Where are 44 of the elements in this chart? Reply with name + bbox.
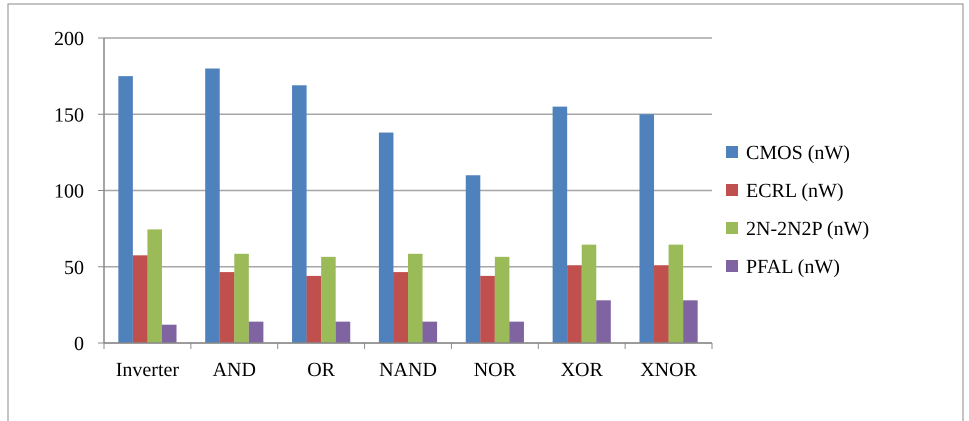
y-tick-label: 200 bbox=[54, 28, 84, 50]
bar bbox=[509, 322, 524, 343]
bar bbox=[480, 276, 495, 343]
bar bbox=[668, 244, 684, 343]
x-tick-label: Inverter bbox=[116, 359, 180, 381]
y-tick-label: 50 bbox=[64, 256, 84, 279]
bar bbox=[292, 85, 307, 343]
bar bbox=[162, 324, 177, 343]
y-tick-label: 150 bbox=[54, 104, 84, 126]
legend-label: PFAL (nW) bbox=[746, 256, 840, 278]
bar bbox=[378, 132, 394, 343]
bar bbox=[336, 322, 350, 343]
bar bbox=[321, 256, 336, 343]
x-tick-label: NAND bbox=[379, 359, 437, 381]
bar bbox=[118, 76, 133, 343]
legend-label: CMOS (nW) bbox=[746, 142, 850, 164]
x-tick-label: XNOR bbox=[640, 359, 698, 381]
bar bbox=[306, 276, 322, 343]
bar bbox=[582, 244, 596, 343]
bar bbox=[654, 265, 669, 343]
bar bbox=[494, 256, 510, 343]
bar bbox=[422, 322, 438, 343]
bar bbox=[567, 265, 582, 343]
x-tick-label: XOR bbox=[560, 359, 604, 381]
bar bbox=[683, 300, 698, 343]
x-tick-label: AND bbox=[212, 359, 256, 381]
bar bbox=[408, 254, 423, 343]
bar bbox=[220, 272, 234, 343]
bar bbox=[552, 106, 568, 343]
legend-label: ECRL (nW) bbox=[746, 180, 844, 202]
bar bbox=[132, 255, 148, 343]
x-tick-label: NOR bbox=[474, 359, 517, 381]
bar bbox=[205, 68, 220, 343]
bar bbox=[466, 175, 480, 343]
bar bbox=[248, 322, 264, 343]
x-tick-label: OR bbox=[307, 359, 336, 381]
bar bbox=[147, 229, 162, 343]
y-tick-label: 0 bbox=[74, 333, 84, 355]
bar bbox=[393, 272, 408, 343]
bar bbox=[639, 114, 654, 343]
y-tick-label: 100 bbox=[54, 180, 84, 202]
legend-label: 2N-2N2P (nW) bbox=[746, 218, 870, 240]
bar bbox=[596, 300, 611, 343]
bar bbox=[234, 254, 249, 343]
